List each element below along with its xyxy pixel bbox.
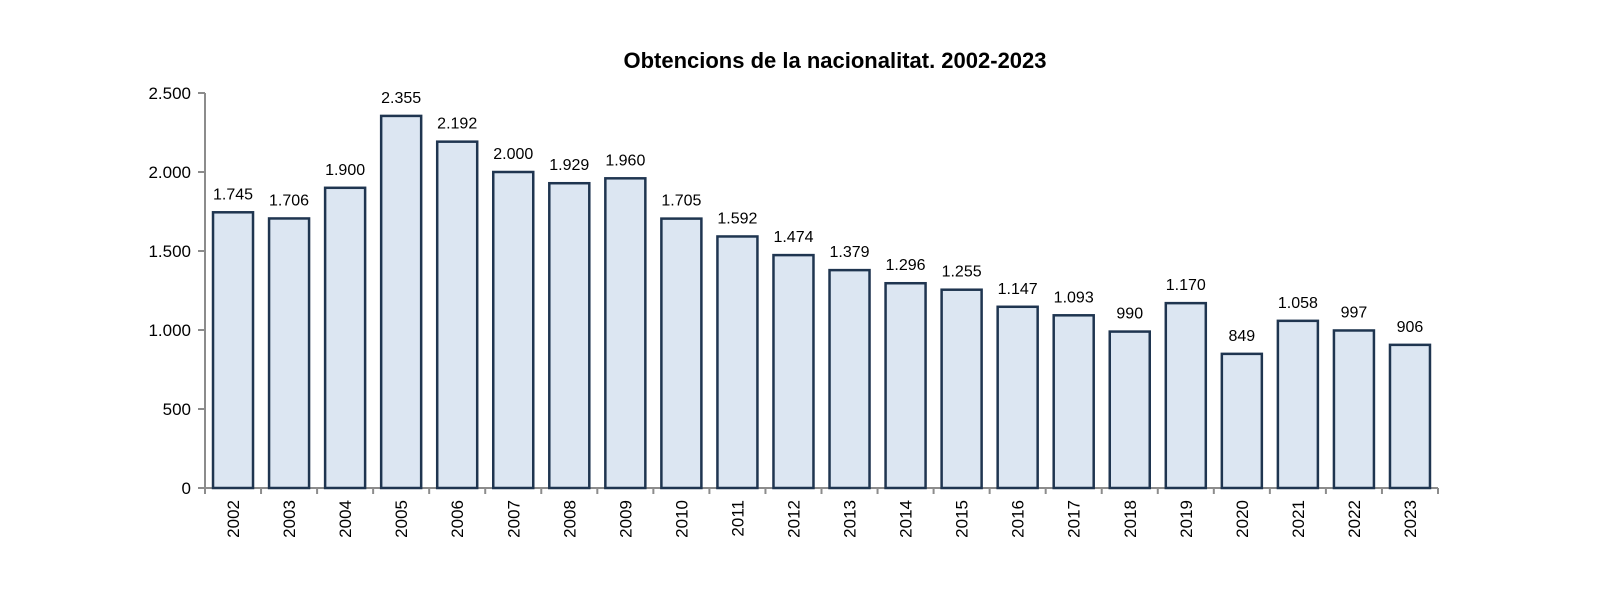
x-tick-label: 2017 <box>1065 500 1084 538</box>
bar-2005 <box>379 114 423 490</box>
bar-2020 <box>1220 352 1264 490</box>
bar-2010 <box>660 217 703 490</box>
x-tick-label: 2005 <box>392 500 411 538</box>
data-label: 1.900 <box>325 162 365 179</box>
data-label: 1.705 <box>661 193 701 210</box>
data-label: 1.296 <box>886 257 926 274</box>
bar-2006 <box>435 140 479 490</box>
bar-2012 <box>772 253 815 490</box>
data-label: 1.929 <box>549 157 589 174</box>
data-label: 1.058 <box>1278 295 1318 312</box>
x-tick-label: 2004 <box>336 500 355 538</box>
bar-2003 <box>267 217 311 490</box>
x-tick-label: 2023 <box>1401 500 1420 538</box>
x-tick-label: 2019 <box>1177 500 1196 538</box>
bar-2023 <box>1388 343 1432 490</box>
bar-2017 <box>1052 314 1095 490</box>
bar-2002 <box>211 211 255 490</box>
x-tick-label: 2018 <box>1121 500 1140 538</box>
y-tick-label: 2.000 <box>148 163 191 182</box>
bar-2018 <box>1108 330 1151 490</box>
y-tick-label: 1.000 <box>148 321 191 340</box>
x-tick-label: 2021 <box>1289 500 1308 538</box>
bar-2008 <box>548 181 591 490</box>
bar-2004 <box>323 186 367 490</box>
data-label: 990 <box>1116 306 1143 323</box>
data-label: 2.192 <box>437 116 477 133</box>
x-tick-label: 2002 <box>224 500 243 538</box>
y-tick-label: 1.500 <box>148 242 191 261</box>
data-label: 1.592 <box>717 210 757 227</box>
data-label: 2.000 <box>493 146 533 163</box>
y-tick-label: 500 <box>163 400 191 419</box>
data-label: 906 <box>1397 319 1424 336</box>
x-tick-label: 2011 <box>728 500 747 537</box>
bar-2011 <box>716 235 759 490</box>
bar-2016 <box>996 305 1039 490</box>
bar-2022 <box>1332 329 1376 490</box>
x-tick-label: 2016 <box>1009 500 1028 538</box>
x-tick-label: 2009 <box>616 500 635 538</box>
data-label: 2.355 <box>381 90 421 107</box>
x-tick-label: 2014 <box>897 500 916 538</box>
data-label: 1.379 <box>829 244 869 261</box>
y-tick-label: 0 <box>182 479 191 498</box>
bar-2019 <box>1164 301 1208 490</box>
data-label: 1.093 <box>1054 289 1094 306</box>
bar-2015 <box>940 288 983 490</box>
data-label: 1.474 <box>773 229 813 246</box>
x-tick-label: 2012 <box>784 500 803 538</box>
x-tick-label: 2015 <box>953 500 972 538</box>
bar-2007 <box>492 170 535 490</box>
bar-2014 <box>884 281 927 490</box>
data-label: 1.147 <box>998 281 1038 298</box>
x-tick-label: 2010 <box>672 500 691 538</box>
x-tick-label: 2003 <box>280 500 299 538</box>
chart-title: Obtencions de la nacionalitat. 2002-2023 <box>623 48 1046 73</box>
data-label: 997 <box>1341 304 1368 321</box>
x-tick-label: 2006 <box>448 500 467 538</box>
x-axis: 2002 2003 2004 2005 2006 2007 2008 2009 2010 2011… <box>204 487 1439 538</box>
y-axis: 0 500 1.000 1.500 2.000 2.500 <box>148 84 206 498</box>
x-tick-label: 2007 <box>504 500 523 538</box>
x-tick-label: 2020 <box>1233 500 1252 538</box>
data-label: 849 <box>1228 328 1255 345</box>
data-label: 1.170 <box>1166 277 1206 294</box>
x-tick-label: 2008 <box>560 500 579 538</box>
data-label: 1.960 <box>605 152 645 169</box>
bars: 1.745 1.706 1.900 2.355 2.192 2.000 1.929 1.960… <box>211 90 1432 490</box>
bar-2021 <box>1276 319 1320 490</box>
y-tick-label: 2.500 <box>148 84 191 103</box>
x-tick-label: 2022 <box>1345 500 1364 538</box>
data-label: 1.255 <box>942 264 982 281</box>
data-label: 1.706 <box>269 192 309 209</box>
data-label: 1.745 <box>213 186 253 203</box>
bar-2013 <box>828 268 871 490</box>
bar-2009 <box>604 177 647 490</box>
x-tick-label: 2013 <box>841 500 860 538</box>
